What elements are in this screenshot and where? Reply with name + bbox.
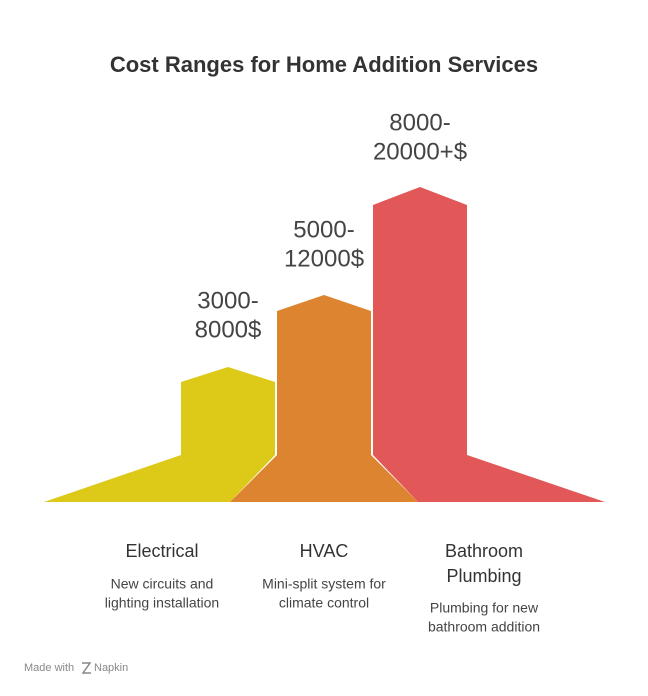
logo: [81, 662, 92, 674]
item-label: Plumbing: [446, 566, 521, 586]
base-segment: [230, 455, 418, 502]
bar: [373, 187, 467, 455]
value-label: 12000$: [284, 245, 364, 272]
title: Cost Ranges for Home Addition Services: [110, 52, 538, 77]
item-description: Mini-split system for: [262, 576, 386, 592]
base-segment: [373, 455, 605, 502]
value-label: 5000-: [293, 216, 354, 243]
footer-prefix: Made with: [24, 662, 74, 674]
item-label: HVAC: [300, 541, 349, 561]
item-description: New circuits and: [111, 576, 214, 592]
value-label: 20000+$: [373, 138, 467, 165]
item-description: climate control: [279, 595, 369, 611]
footer-brand: Napkin: [94, 662, 128, 674]
value-label: 8000-: [389, 109, 450, 136]
item-label: Electrical: [125, 541, 198, 561]
item-label: Bathroom: [445, 541, 523, 561]
base-segment: [44, 455, 275, 502]
item-description: lighting installation: [105, 595, 219, 611]
bar: [181, 367, 275, 455]
value-label: 8000$: [195, 316, 262, 343]
bar: [277, 295, 371, 455]
item-description: Plumbing for new: [430, 600, 539, 616]
item-description: bathroom addition: [428, 619, 540, 635]
value-label: 3000-: [197, 287, 258, 314]
